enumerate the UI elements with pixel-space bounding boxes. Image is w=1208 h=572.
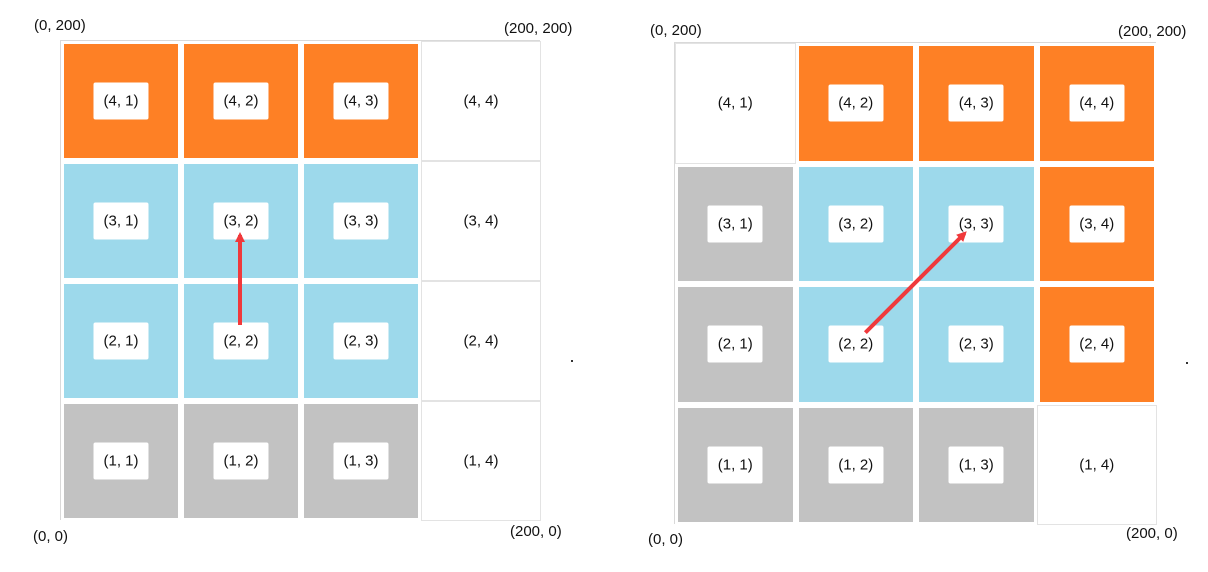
cell-label: (4, 4) bbox=[1069, 84, 1125, 122]
cell-label: (2, 4) bbox=[463, 332, 499, 350]
grid-cell: (4, 3) bbox=[916, 43, 1037, 164]
grid-cell: (3, 3) bbox=[301, 161, 421, 281]
grid-left: (4, 1) (4, 2) (4, 3) (4, 4) (3, 1) (3, 2) (3, … bbox=[60, 40, 541, 521]
grid-cell: (1, 3) bbox=[916, 404, 1037, 525]
cell-label: (1, 4) bbox=[463, 452, 499, 470]
cell-label: (3, 4) bbox=[463, 212, 499, 230]
cell-label: (4, 4) bbox=[463, 92, 499, 110]
corner-bottom-right: (200, 0) bbox=[1126, 525, 1178, 542]
grid-cell: (2, 1) bbox=[61, 281, 181, 401]
grid-cell: (2, 3) bbox=[301, 281, 421, 401]
grid-cell: (1, 2) bbox=[795, 404, 916, 525]
cell-label: (4, 2) bbox=[828, 84, 884, 122]
cell-label: (1, 2) bbox=[828, 446, 884, 484]
cell-label: (3, 2) bbox=[828, 205, 884, 243]
grid-cell: (4, 3) bbox=[301, 41, 421, 161]
cell-label: (1, 3) bbox=[333, 442, 389, 480]
grid-cell: (2, 1) bbox=[675, 284, 796, 405]
cell-label: (1, 2) bbox=[213, 442, 269, 480]
cell-label: (3, 2) bbox=[213, 202, 269, 240]
grid-cell: (1, 2) bbox=[181, 401, 301, 521]
grid-cell: (4, 1) bbox=[675, 43, 796, 164]
cell-label: (3, 3) bbox=[948, 205, 1004, 243]
corner-top-left: (0, 200) bbox=[34, 17, 86, 34]
cell-label: (3, 3) bbox=[333, 202, 389, 240]
cell-label: (1, 3) bbox=[948, 446, 1004, 484]
corner-top-right: (200, 200) bbox=[1118, 23, 1187, 40]
corner-bottom-left: (0, 0) bbox=[648, 531, 684, 548]
grid-cell: (1, 1) bbox=[675, 404, 796, 525]
grid-cell: (3, 2) bbox=[795, 163, 916, 284]
stray-dot bbox=[1186, 362, 1188, 364]
cell-label: (4, 1) bbox=[93, 82, 149, 120]
grid-cell: (4, 2) bbox=[795, 43, 916, 164]
grid-cell: (3, 4) bbox=[421, 161, 541, 281]
grid-cell: (4, 2) bbox=[181, 41, 301, 161]
cell-label: (4, 3) bbox=[333, 82, 389, 120]
grid-cell: (1, 4) bbox=[421, 401, 541, 521]
grid-cell: (4, 1) bbox=[61, 41, 181, 161]
cell-label: (4, 1) bbox=[717, 94, 753, 112]
corner-bottom-left: (0, 0) bbox=[33, 528, 69, 545]
grid-cell: (3, 1) bbox=[675, 163, 796, 284]
grid-cell: (2, 2) bbox=[181, 281, 301, 401]
cell-label: (4, 2) bbox=[213, 82, 269, 120]
cell-label: (2, 2) bbox=[828, 325, 884, 363]
stray-dot bbox=[571, 360, 573, 362]
grid-cell: (3, 1) bbox=[61, 161, 181, 281]
grid-cell: (2, 2) bbox=[795, 284, 916, 405]
grid-cell: (4, 4) bbox=[421, 41, 541, 161]
cell-label: (3, 1) bbox=[707, 205, 763, 243]
grid-cell: (1, 4) bbox=[1036, 404, 1157, 525]
cell-label: (2, 3) bbox=[948, 325, 1004, 363]
corner-top-left: (0, 200) bbox=[650, 22, 702, 39]
cell-label: (2, 3) bbox=[333, 322, 389, 360]
cell-label: (3, 4) bbox=[1069, 205, 1125, 243]
cell-label: (1, 1) bbox=[93, 442, 149, 480]
cell-label: (4, 3) bbox=[948, 84, 1004, 122]
grid-cell: (2, 3) bbox=[916, 284, 1037, 405]
grid-cell: (3, 3) bbox=[916, 163, 1037, 284]
grid-cell: (1, 1) bbox=[61, 401, 181, 521]
cell-label: (2, 2) bbox=[213, 322, 269, 360]
grid-cell: (3, 4) bbox=[1036, 163, 1157, 284]
grid-cell: (3, 2) bbox=[181, 161, 301, 281]
cell-label: (1, 4) bbox=[1079, 456, 1115, 474]
cell-label: (2, 1) bbox=[707, 325, 763, 363]
grid-cell: (1, 3) bbox=[301, 401, 421, 521]
grid-cell: (2, 4) bbox=[421, 281, 541, 401]
grid-cell: (4, 4) bbox=[1036, 43, 1157, 164]
cell-label: (1, 1) bbox=[707, 446, 763, 484]
cell-label: (3, 1) bbox=[93, 202, 149, 240]
cell-label: (2, 4) bbox=[1069, 325, 1125, 363]
grid-right: (4, 1) (4, 2) (4, 3) (4, 4) (3, 1) (3, 2) (3, … bbox=[674, 42, 1157, 525]
grid-cell: (2, 4) bbox=[1036, 284, 1157, 405]
cell-label: (2, 1) bbox=[93, 322, 149, 360]
corner-bottom-right: (200, 0) bbox=[510, 523, 562, 540]
corner-top-right: (200, 200) bbox=[504, 20, 573, 37]
